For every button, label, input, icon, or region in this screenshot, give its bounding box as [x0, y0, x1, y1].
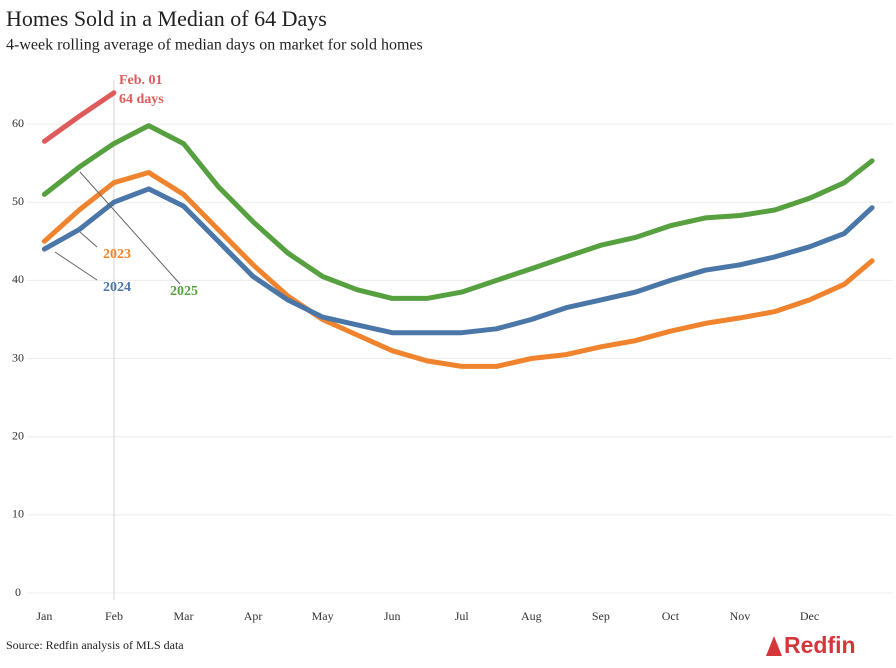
series-line: [41, 90, 117, 144]
logo: Redfin: [766, 632, 856, 658]
y-tick-label: 0: [15, 585, 21, 599]
x-tick-label: Jun: [384, 609, 401, 623]
series-label: 2025: [170, 284, 198, 299]
y-tick-label: 20: [12, 428, 24, 442]
x-tick-label: Aug: [521, 609, 542, 623]
leader-line: [79, 171, 181, 285]
y-tick-label: 40: [12, 272, 24, 286]
x-tick-label: Mar: [174, 609, 194, 623]
x-tick-label: Oct: [662, 609, 680, 623]
series-line: [41, 170, 875, 369]
x-tick-label: Sep: [592, 609, 610, 623]
x-tick-label: Jan: [36, 609, 52, 623]
leader-line: [79, 231, 98, 248]
x-tick-label: Feb: [105, 609, 123, 623]
annotation: 64 days: [119, 92, 164, 107]
source: Source: Redfin analysis of MLS data: [6, 638, 184, 652]
y-tick-label: 50: [12, 194, 24, 208]
chart-title: Homes Sold in a Median of 64 Days: [6, 6, 327, 31]
series-line: [41, 186, 875, 336]
series-label: 2023: [103, 247, 131, 262]
logo-text: Redfin: [784, 632, 856, 658]
chart-subtitle: 4-week rolling average of median days on…: [6, 37, 423, 54]
y-tick-label: 30: [12, 350, 24, 364]
logo-icon: [766, 636, 782, 656]
series-label: 2024: [103, 280, 131, 295]
y-tick-label: 10: [12, 507, 24, 521]
x-tick-label: Nov: [730, 609, 751, 623]
annotation: Feb. 01: [119, 73, 163, 88]
series-line: [41, 123, 875, 301]
x-tick-label: Apr: [244, 609, 263, 623]
leader-line: [54, 251, 98, 281]
x-tick-label: Dec: [800, 609, 819, 623]
y-tick-label: 60: [12, 116, 24, 130]
x-tick-label: Jul: [455, 609, 470, 623]
x-tick-label: May: [312, 609, 334, 623]
